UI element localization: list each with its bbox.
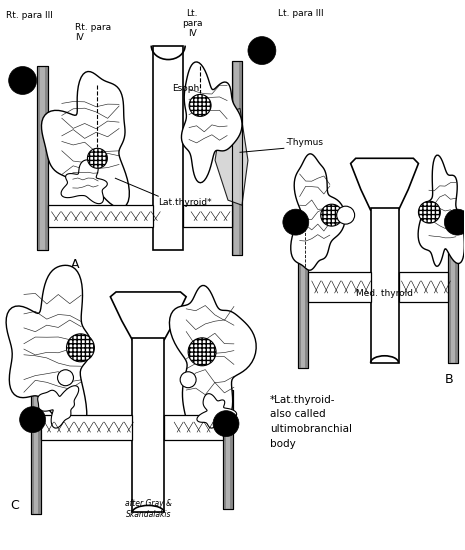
Bar bbox=[298, 228, 301, 368]
Polygon shape bbox=[38, 386, 79, 428]
Bar bbox=[455, 228, 458, 363]
Bar bbox=[45, 65, 48, 250]
Bar bbox=[399, 272, 448, 302]
Bar bbox=[298, 228, 308, 368]
Text: Esoph.: Esoph. bbox=[172, 84, 202, 93]
Text: B: B bbox=[445, 373, 454, 386]
Bar bbox=[232, 60, 242, 255]
Bar bbox=[298, 228, 308, 368]
Polygon shape bbox=[215, 108, 248, 205]
Polygon shape bbox=[41, 72, 129, 208]
Bar bbox=[230, 390, 233, 509]
Bar bbox=[164, 415, 223, 439]
Circle shape bbox=[58, 370, 73, 386]
Circle shape bbox=[418, 201, 440, 223]
Circle shape bbox=[337, 206, 355, 224]
Circle shape bbox=[66, 334, 94, 362]
Bar bbox=[183, 205, 232, 227]
Text: Rt. para III: Rt. para III bbox=[6, 10, 53, 20]
Circle shape bbox=[321, 204, 343, 226]
Bar bbox=[37, 65, 48, 250]
Bar bbox=[40, 415, 133, 439]
Text: after Gray &
Skandalakis: after Gray & Skandalakis bbox=[125, 499, 172, 519]
Circle shape bbox=[445, 209, 465, 235]
Bar bbox=[371, 208, 399, 363]
Bar bbox=[232, 60, 234, 255]
Text: Lt. para III: Lt. para III bbox=[278, 9, 324, 18]
Bar bbox=[223, 390, 233, 509]
Circle shape bbox=[180, 372, 196, 388]
Circle shape bbox=[189, 95, 211, 117]
Polygon shape bbox=[418, 155, 465, 266]
Circle shape bbox=[248, 37, 276, 64]
Text: C: C bbox=[10, 499, 19, 513]
Bar bbox=[31, 384, 33, 514]
Text: Med. thyroid: Med. thyroid bbox=[356, 289, 413, 299]
Bar bbox=[47, 205, 153, 227]
Bar bbox=[223, 390, 233, 509]
Bar bbox=[37, 65, 40, 250]
Text: Lt.
para
IV: Lt. para IV bbox=[182, 9, 202, 38]
Bar bbox=[239, 60, 242, 255]
Circle shape bbox=[283, 209, 309, 235]
Text: A: A bbox=[71, 258, 80, 271]
Circle shape bbox=[188, 338, 216, 366]
Polygon shape bbox=[197, 394, 237, 428]
Polygon shape bbox=[351, 158, 418, 210]
Bar bbox=[31, 384, 40, 514]
Bar bbox=[448, 228, 458, 363]
Bar bbox=[448, 228, 452, 363]
Polygon shape bbox=[110, 292, 186, 340]
Bar bbox=[133, 338, 164, 513]
Bar bbox=[37, 65, 48, 250]
Bar bbox=[232, 60, 242, 255]
Polygon shape bbox=[6, 265, 92, 436]
Polygon shape bbox=[169, 285, 256, 437]
Circle shape bbox=[87, 148, 107, 168]
Bar bbox=[38, 384, 40, 514]
Circle shape bbox=[9, 67, 37, 95]
Text: Rt. para
IV: Rt. para IV bbox=[75, 23, 112, 42]
Text: -Thymus: -Thymus bbox=[286, 138, 324, 147]
Polygon shape bbox=[291, 154, 345, 270]
Text: *Lat.thyroid-
also called
ultimobranchial
body: *Lat.thyroid- also called ultimobranchia… bbox=[270, 395, 352, 449]
Circle shape bbox=[213, 411, 239, 437]
Polygon shape bbox=[61, 160, 107, 204]
Polygon shape bbox=[181, 62, 242, 183]
Text: Lat.thyroid*: Lat.thyroid* bbox=[158, 198, 212, 207]
Bar bbox=[448, 228, 458, 363]
Bar bbox=[223, 390, 226, 509]
Circle shape bbox=[20, 406, 46, 433]
Bar bbox=[305, 228, 308, 368]
Bar bbox=[153, 46, 183, 250]
Bar bbox=[308, 272, 371, 302]
Bar bbox=[31, 384, 40, 514]
